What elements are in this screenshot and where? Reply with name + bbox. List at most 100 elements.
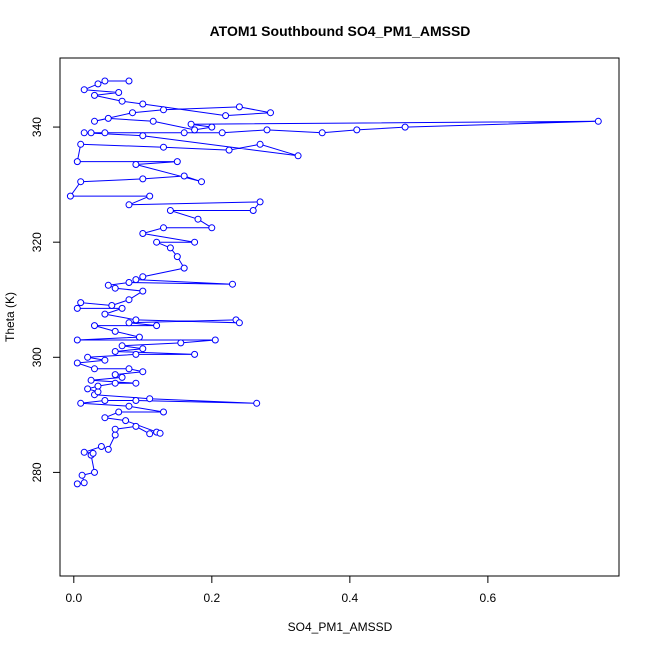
data-point bbox=[139, 175, 147, 183]
data-point bbox=[139, 100, 147, 108]
y-tick-label: 320 bbox=[30, 232, 44, 252]
data-point bbox=[87, 376, 95, 384]
data-point bbox=[160, 408, 167, 416]
data-point bbox=[78, 471, 86, 479]
data-point bbox=[115, 408, 123, 416]
data-point bbox=[401, 123, 409, 131]
data-point bbox=[77, 140, 85, 148]
data-point bbox=[94, 80, 102, 88]
data-point bbox=[139, 287, 147, 295]
data-point bbox=[125, 319, 133, 327]
data-point bbox=[111, 284, 119, 292]
y-tick-label: 280 bbox=[30, 462, 44, 482]
data-point bbox=[160, 106, 167, 114]
data-point bbox=[139, 132, 147, 140]
data-point bbox=[94, 388, 102, 396]
data-point bbox=[77, 399, 85, 407]
data-point bbox=[111, 348, 119, 355]
y-axis-label: Theta (K) bbox=[3, 292, 17, 342]
data-point bbox=[91, 91, 98, 99]
data-point bbox=[125, 365, 133, 373]
data-point bbox=[80, 479, 88, 487]
data-point bbox=[101, 397, 109, 404]
data-point bbox=[132, 422, 140, 430]
data-point bbox=[132, 161, 140, 168]
data-point bbox=[160, 224, 167, 232]
data-point bbox=[166, 207, 174, 214]
data-point bbox=[194, 215, 202, 223]
data-point bbox=[149, 117, 157, 125]
series-line bbox=[69, 80, 599, 485]
data-point bbox=[97, 443, 105, 450]
data-point bbox=[104, 445, 112, 453]
data-point bbox=[180, 264, 188, 272]
data-point bbox=[180, 172, 188, 180]
data-point bbox=[66, 192, 74, 200]
data-point bbox=[353, 126, 361, 134]
data-point bbox=[180, 129, 188, 137]
data-point bbox=[187, 120, 195, 128]
data-point bbox=[256, 140, 264, 148]
data-point bbox=[267, 109, 274, 117]
data-point bbox=[166, 244, 174, 252]
data-point bbox=[125, 201, 133, 209]
data-point bbox=[118, 342, 126, 350]
data-point bbox=[191, 126, 199, 134]
data-point bbox=[132, 350, 140, 358]
data-point bbox=[173, 253, 181, 261]
data-point bbox=[146, 430, 154, 438]
data-point bbox=[101, 414, 109, 422]
data-point bbox=[139, 273, 147, 281]
data-point bbox=[129, 109, 136, 117]
data-point bbox=[139, 368, 147, 376]
data-point bbox=[111, 327, 119, 335]
data-point bbox=[156, 429, 164, 437]
data-point bbox=[218, 129, 226, 137]
data-point bbox=[122, 417, 130, 425]
data-point bbox=[118, 373, 126, 381]
data-point bbox=[77, 299, 85, 307]
data-point bbox=[208, 123, 216, 131]
data-point bbox=[191, 350, 199, 358]
data-point bbox=[191, 238, 199, 246]
data-point bbox=[101, 77, 109, 85]
data-point bbox=[208, 224, 216, 232]
data-point bbox=[84, 353, 92, 361]
data-point bbox=[118, 304, 126, 312]
data-point bbox=[94, 382, 102, 390]
data-point bbox=[80, 448, 88, 456]
data-point bbox=[132, 316, 140, 324]
y-tick-label: 300 bbox=[30, 347, 44, 367]
data-point bbox=[87, 129, 95, 137]
data-point bbox=[73, 304, 81, 312]
data-point bbox=[132, 276, 140, 284]
data-point bbox=[111, 431, 119, 439]
data-point bbox=[91, 322, 98, 330]
data-point bbox=[118, 97, 126, 105]
data-point bbox=[235, 103, 243, 111]
data-point bbox=[594, 117, 602, 125]
data-point bbox=[89, 449, 97, 457]
data-point bbox=[139, 345, 147, 353]
x-tick-label: 0.6 bbox=[480, 591, 497, 605]
data-point bbox=[91, 117, 98, 125]
data-point bbox=[91, 468, 98, 476]
chart-title: ATOM1 Southbound SO4_PM1_AMSSD bbox=[210, 23, 471, 39]
data-point bbox=[73, 158, 81, 166]
data-point bbox=[108, 302, 116, 309]
data-point bbox=[115, 89, 123, 96]
data-point bbox=[80, 86, 88, 94]
data-point bbox=[256, 198, 264, 206]
x-tick-label: 0.0 bbox=[65, 591, 82, 605]
data-point bbox=[101, 129, 109, 137]
data-point bbox=[73, 480, 81, 488]
x-axis: 0.0 0.2 0.4 0.6 bbox=[65, 575, 497, 605]
data-point bbox=[104, 114, 112, 122]
x-tick-label: 0.4 bbox=[342, 591, 359, 605]
data-point bbox=[125, 77, 133, 85]
data-point bbox=[77, 178, 85, 186]
data-point bbox=[84, 385, 92, 393]
data-point bbox=[160, 143, 167, 151]
